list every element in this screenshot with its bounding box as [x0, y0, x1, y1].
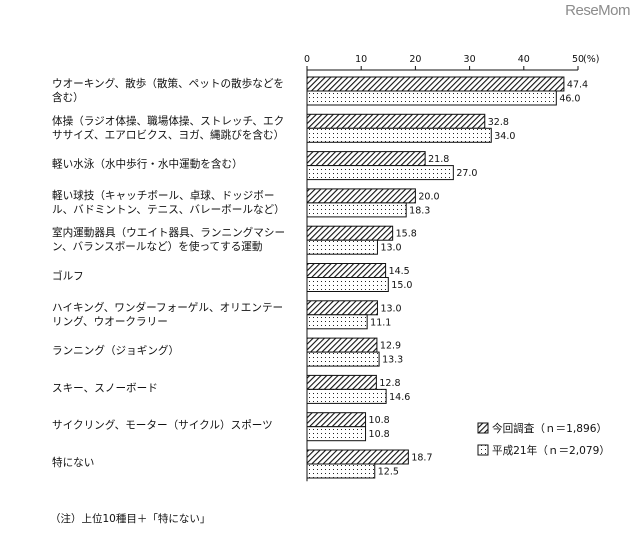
category-label: 特にない	[52, 457, 94, 469]
x-tick-label: 50	[572, 54, 584, 65]
category-label: 含む）	[52, 91, 84, 104]
legend-label: 平成21年（ｎ＝2,079）	[492, 444, 610, 457]
data-label: 12.5	[378, 467, 399, 478]
legend-label: 今回調査（ｎ＝1,896）	[492, 422, 607, 435]
category-label: ン、バランスボールなど）を使ってする運動	[52, 240, 263, 253]
data-label: 32.8	[488, 117, 509, 128]
data-label: 10.8	[369, 429, 390, 440]
data-label: 47.4	[567, 80, 588, 91]
bar-current	[306, 449, 409, 465]
bar-h21	[306, 165, 454, 181]
bar-h21	[306, 351, 380, 367]
data-label: 10.8	[369, 415, 390, 426]
bar-h21	[306, 127, 492, 143]
bar-current	[306, 337, 378, 353]
category-label: ランニング（ジョギング）	[52, 344, 179, 357]
data-label: 13.0	[380, 243, 401, 254]
bar-h21	[306, 426, 367, 442]
bar-current	[306, 412, 367, 428]
bar-current	[306, 263, 387, 278]
category-label: ル、バドミントン、テニス、バレーボールなど）	[52, 203, 285, 216]
bar-h21	[306, 277, 389, 292]
data-label: 46.0	[559, 94, 580, 105]
data-label: 18.3	[409, 205, 430, 216]
bar-current	[306, 151, 426, 167]
bar-h21	[306, 239, 378, 255]
bar-current	[306, 188, 416, 204]
bar-current	[306, 76, 565, 92]
legend-swatch	[477, 422, 489, 434]
bar-current	[306, 300, 378, 316]
category-label: 体操（ラジオ体操、職場体操、ストレッチ、エク	[52, 114, 284, 127]
legend-swatch	[477, 444, 489, 456]
data-label: 13.0	[380, 303, 401, 314]
category-label: スキー、スノーボード	[52, 382, 158, 394]
footnote: （注）上位10種目＋「特にない」	[50, 513, 211, 525]
data-label: 15.8	[396, 229, 417, 240]
bar-current	[306, 225, 394, 241]
bar-h21	[306, 463, 376, 479]
bar-current	[306, 113, 486, 129]
resemom-watermark: ReseMom	[565, 2, 630, 19]
x-tick-label: 0	[304, 54, 310, 65]
category-label: リング、ウオークラリー	[52, 315, 168, 328]
bar-h21	[306, 202, 407, 218]
x-unit-label: (%)	[583, 54, 599, 65]
category-label: 軽い球技（キャッチボール、卓球、ドッジボー	[52, 189, 274, 202]
data-label: 12.9	[380, 341, 401, 352]
data-label: 15.0	[391, 280, 412, 291]
data-label: 18.7	[411, 453, 432, 464]
category-label: ササイズ、エアロビクス、ヨガ、縄跳びを含む）	[52, 128, 284, 141]
data-label: 13.3	[382, 355, 403, 366]
data-label: 34.0	[494, 131, 515, 142]
legend: 今回調査（ｎ＝1,896） 平成21年（ｎ＝2,079）	[477, 422, 610, 457]
x-tick-label: 10	[355, 54, 367, 65]
data-label: 27.0	[456, 168, 477, 179]
data-label: 21.8	[428, 154, 449, 165]
data-label: 20.0	[418, 191, 439, 202]
x-tick-label: 20	[409, 54, 421, 65]
bar-current	[306, 374, 377, 390]
category-label: ウオーキング、散歩（散策、ペットの散歩などを	[52, 77, 284, 90]
bar-h21	[306, 314, 368, 330]
x-tick-label: 30	[464, 54, 476, 65]
category-label: 軽い水泳（水中歩行・水中運動を含む）	[52, 158, 243, 171]
category-label: ゴルフ	[52, 270, 84, 283]
bar-h21	[306, 388, 387, 404]
data-label: 14.6	[389, 392, 410, 403]
x-tick-label: 40	[518, 54, 530, 65]
bars: 47.4 32.8 21.8 20.0 15.8 14.5 13.0 12.9 12.8 10.8…	[306, 76, 588, 479]
data-label: 14.5	[389, 266, 410, 277]
bar-h21	[306, 90, 557, 106]
data-label: 11.1	[370, 317, 391, 328]
data-label: 12.8	[379, 378, 400, 389]
category-label: ハイキング、ワンダーフォーゲル、オリエンテー	[52, 301, 283, 314]
category-label: 室内運動器具（ウエイト器具、ランニングマシー	[52, 226, 285, 239]
category-label: サイクリング、モーター（サイクル）スポーツ	[52, 419, 273, 432]
